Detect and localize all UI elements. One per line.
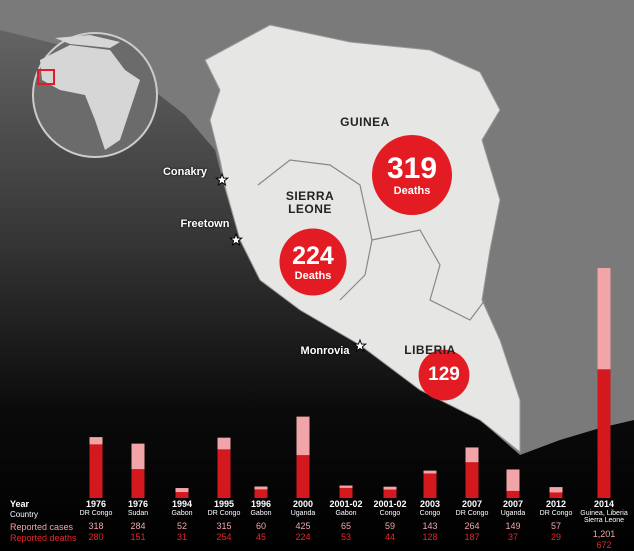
deaths-bar [175,492,189,498]
country-tick-label: Guinea, Liberia Sierra Leone [580,510,628,525]
deaths-value-label: 280 [88,532,104,542]
country-tick-label: Congo [379,510,401,517]
cases-bar [506,469,520,498]
deaths-value-label: 128 [422,532,438,542]
bubble-value: 129 [428,363,460,385]
country-tick-label: Gabon [171,510,193,517]
deaths-value-label: 151 [130,532,146,542]
country-tick-label: DR Congo [455,510,489,517]
x-tick-label: 2001-02 [373,499,407,509]
deaths-value-label: 224 [295,532,311,542]
country-label: LIBERIA [404,343,456,357]
death-bubble [372,135,452,215]
country-tick-label: Uganda [290,510,316,517]
deaths-value-label: 45 [255,532,266,542]
deaths-value-label: 187 [464,532,480,542]
deaths-bar [423,473,437,498]
cases-value-label: 264 [464,521,480,531]
deaths-value-label: 31 [176,532,187,542]
country-tick-label: Uganda [500,510,526,517]
legend-label: Reported cases [10,522,74,532]
cases-value-label: 315 [216,521,232,531]
x-tick-label: 1976 [127,499,149,509]
deaths-value-label: 44 [384,532,395,542]
cases-value-label: 425 [295,521,311,531]
row-header: Year [10,499,30,509]
cases-value-label: 65 [340,521,351,531]
country-tick-label: Gabon [250,510,272,517]
border [257,159,486,321]
deaths-bar [89,444,103,498]
deaths-value-label: 53 [340,532,351,542]
row-header: Country [10,510,39,519]
cases-value-label: 60 [255,521,266,531]
cases-value-label: 57 [550,521,561,531]
country-tick-label: Congo [419,510,441,517]
deaths-bar [131,469,145,498]
city-label: Conakry [162,166,208,178]
death-bubble [418,349,470,401]
x-tick-label: 2000 [292,499,314,509]
deaths-bar [217,449,231,498]
x-tick-label: 2012 [545,499,567,509]
city-marker [352,338,368,353]
city-marker [214,172,230,187]
city-label: Monrovia [300,345,350,357]
deaths-bar [597,369,611,498]
legend-label: Reported deaths [10,533,77,543]
x-tick-label: 2003 [419,499,441,509]
country-tick-label: DR Congo [207,510,241,517]
death-bubble [279,228,347,296]
x-tick-label: 2007 [461,499,483,509]
x-tick-label: 2007 [502,499,524,509]
country-tick-label: DR Congo [79,510,113,517]
bubble-label: Deaths [294,269,332,282]
deaths-bar [549,492,563,498]
deaths-value-label: 672 [596,540,612,550]
deaths-value-label: 254 [216,532,232,542]
cases-value-label: 59 [384,521,395,531]
city-label: Freetown [180,218,230,230]
globe-highlight [37,69,55,85]
x-tick-label: 1976 [85,499,107,509]
cases-value-label: 284 [130,521,146,531]
deaths-value-label: 37 [507,532,518,542]
cases-value-label: 149 [505,521,521,531]
country-label: GUINEA [340,115,390,129]
land-affected [204,24,521,454]
deaths-bar [465,462,479,498]
globe-europe [55,35,120,48]
x-tick-label: 2001-02 [329,499,363,509]
bubble-value: 224 [292,242,334,271]
deaths-value-label: 29 [550,532,561,542]
cases-value-label: 52 [176,521,187,531]
deaths-bar [506,490,520,498]
deaths-bar [254,489,268,498]
country-tick-label: Gabon [335,510,357,517]
bubble-label: Deaths [393,184,431,197]
city-marker [228,232,244,247]
cases-value-label: 1,201 [592,529,616,539]
x-tick-label: 1996 [250,499,272,509]
deaths-bar [296,455,310,498]
country-tick-label: Sudan [127,510,149,517]
cases-value-label: 143 [422,521,438,531]
x-tick-label: 2014 [593,499,615,509]
bubble-value: 319 [386,151,438,185]
cases-value-label: 318 [88,521,104,531]
deaths-bar [339,487,353,498]
x-tick-label: 1995 [213,499,235,509]
deaths-bar [383,489,397,498]
country-tick-label: DR Congo [539,510,573,517]
country-label: SIERRA LEONE [285,189,335,216]
x-tick-label: 1994 [171,499,193,509]
globe-africa [40,45,140,150]
